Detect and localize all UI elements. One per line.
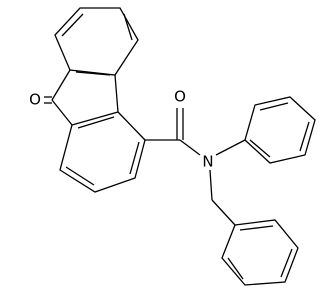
ring — [221, 219, 299, 286]
bond — [215, 139, 246, 156]
double-bond — [239, 225, 274, 231]
atom-label: N — [202, 153, 213, 171]
double-bond — [129, 141, 140, 175]
bond — [114, 74, 119, 113]
double-bond — [77, 116, 115, 129]
ring — [244, 96, 316, 164]
double-bond — [227, 257, 244, 280]
double-bond — [65, 166, 95, 186]
double-bond — [75, 71, 111, 76]
double-bond — [299, 121, 310, 152]
ring — [59, 111, 146, 193]
double-bond — [123, 13, 133, 41]
bond — [51, 99, 73, 126]
double-bond — [280, 248, 293, 278]
atom-label: O — [174, 88, 186, 106]
double-bond — [259, 102, 289, 111]
double-bond — [61, 13, 84, 37]
double-bond — [249, 139, 271, 158]
atom-label: O — [29, 91, 41, 109]
bond — [209, 169, 213, 201]
bonds — [44, 7, 316, 286]
bond — [51, 69, 71, 101]
bond — [211, 199, 236, 226]
bond — [179, 139, 201, 156]
